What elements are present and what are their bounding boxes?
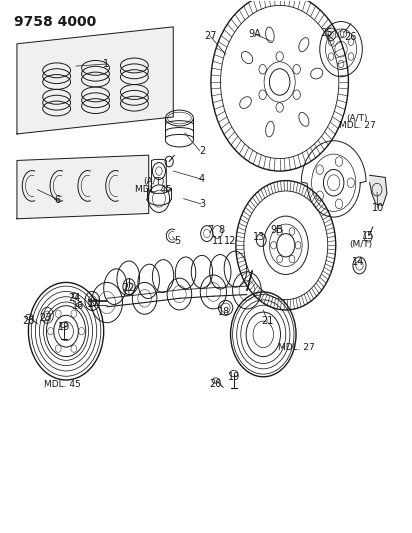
Text: 9B: 9B — [270, 225, 283, 236]
Text: 21: 21 — [261, 316, 274, 326]
Text: 23: 23 — [40, 313, 52, 324]
Text: 3: 3 — [199, 199, 205, 209]
Text: (A/T): (A/T) — [346, 114, 368, 123]
Polygon shape — [17, 27, 173, 134]
Text: (M/T): (M/T) — [349, 240, 372, 249]
Text: 9758 4000: 9758 4000 — [14, 14, 96, 29]
Text: 27: 27 — [204, 31, 216, 41]
Polygon shape — [370, 175, 387, 206]
Text: 25: 25 — [321, 28, 333, 38]
Text: 12: 12 — [224, 236, 236, 246]
Polygon shape — [17, 155, 149, 219]
Text: 19: 19 — [228, 372, 240, 382]
Text: 4: 4 — [199, 174, 205, 184]
Text: 17: 17 — [87, 298, 100, 309]
Text: 20: 20 — [22, 316, 34, 326]
Text: 15: 15 — [361, 231, 374, 241]
Text: 2: 2 — [199, 146, 205, 156]
Text: 22: 22 — [122, 282, 134, 293]
Text: 16: 16 — [72, 301, 84, 311]
Text: 20: 20 — [209, 379, 221, 389]
Text: 10: 10 — [372, 203, 384, 213]
Text: MDL. 27: MDL. 27 — [339, 122, 376, 131]
Text: MDL. 27: MDL. 27 — [278, 343, 314, 352]
Text: 26: 26 — [344, 33, 356, 43]
Text: 24: 24 — [68, 293, 80, 303]
Text: (A/T): (A/T) — [143, 177, 164, 186]
Text: 18: 18 — [218, 306, 231, 317]
Text: 5: 5 — [174, 236, 180, 246]
Text: MDL. 45: MDL. 45 — [44, 379, 80, 389]
Text: 8: 8 — [218, 225, 225, 236]
Text: MDL. 45: MDL. 45 — [135, 185, 172, 194]
Text: 7: 7 — [207, 225, 213, 236]
Text: 13: 13 — [253, 232, 265, 243]
Text: 14: 14 — [352, 257, 364, 267]
Text: 19: 19 — [57, 322, 70, 333]
Text: 6: 6 — [55, 195, 61, 205]
Text: 1: 1 — [103, 59, 109, 69]
Text: 9A: 9A — [249, 29, 262, 39]
Text: 11: 11 — [212, 236, 225, 246]
